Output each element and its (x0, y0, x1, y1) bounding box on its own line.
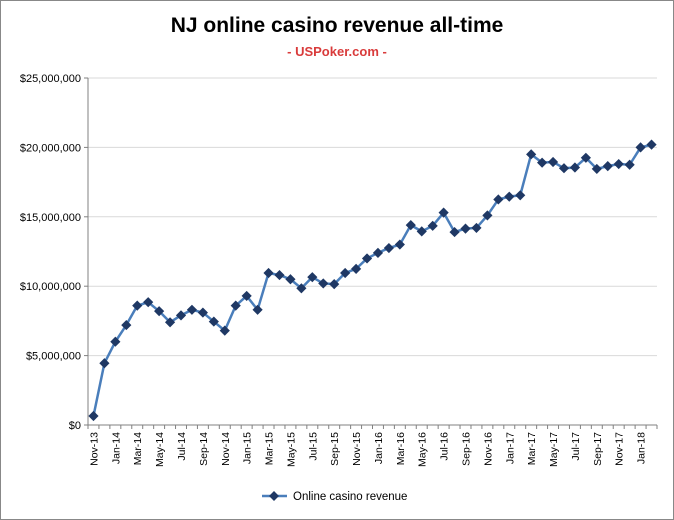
data-point (121, 319, 132, 331)
series-line (92, 143, 652, 417)
y-tick-label: $25,000,000 (20, 73, 81, 85)
y-tick-label: $0 (69, 420, 81, 432)
legend-label: Online casino revenue (293, 491, 407, 503)
x-tick-label: Nov-13 (88, 432, 100, 466)
y-tick-label: $20,000,000 (20, 142, 81, 154)
data-point (143, 297, 154, 308)
data-point (252, 304, 263, 315)
data-point (427, 220, 438, 231)
data-point (558, 163, 570, 174)
data-point (416, 226, 427, 237)
data-point (296, 283, 307, 294)
chart-subtitle: - USPoker.com - (287, 44, 387, 59)
x-axis-tick-labels: Nov-13 Jan-14 Mar-14 May-14 Jul-14 Sep-14 Nov-… (88, 432, 647, 467)
data-point (504, 191, 515, 202)
data-point (449, 226, 460, 238)
data-point (602, 161, 613, 172)
data-point (285, 274, 296, 285)
data-point (329, 279, 340, 290)
data-point (154, 306, 165, 317)
y-tick-label: $15,000,000 (20, 212, 81, 224)
axes (84, 77, 658, 429)
data-point (88, 410, 99, 422)
x-tick-label: Nov-15 (351, 432, 363, 466)
x-tick-label: May-16 (417, 432, 429, 467)
legend: Online casino revenue (262, 491, 407, 503)
x-tick-label: Jan-18 (636, 432, 648, 464)
data-point (635, 142, 646, 153)
data-point (274, 270, 285, 281)
x-tick-label: Mar-17 (526, 432, 538, 465)
x-tick-label: Jul-16 (439, 432, 451, 461)
x-tick-label: May-15 (285, 432, 297, 467)
data-point (132, 300, 143, 311)
y-tick-label: $5,000,000 (26, 351, 81, 363)
x-tick-label: Mar-15 (264, 432, 276, 465)
x-tick-label: Nov-17 (614, 432, 626, 466)
data-point (99, 358, 110, 369)
data-point (307, 272, 318, 283)
data-point (350, 263, 362, 274)
data-point (646, 139, 657, 150)
x-tick-label: Mar-14 (132, 432, 144, 465)
data-point (361, 253, 373, 264)
data-point (493, 194, 504, 205)
data-point (515, 190, 526, 201)
x-tick-label: Jan-15 (242, 432, 254, 464)
data-point (186, 304, 198, 315)
x-tick-label: Sep-17 (592, 432, 604, 466)
data-point (547, 156, 559, 168)
x-tick-label: May-14 (154, 432, 166, 467)
x-tick-label: May-17 (548, 432, 560, 467)
x-tick-label: Jan-14 (110, 432, 122, 464)
data-point (340, 267, 351, 279)
x-tick-label: Nov-16 (482, 432, 494, 466)
y-axis-tick-labels: $0 $5,000,000 $10,000,000 $15,000,000 $20,00… (20, 73, 81, 432)
data-point (372, 247, 384, 258)
data-point (394, 239, 405, 250)
x-tick-label: Nov-14 (220, 432, 232, 466)
gridlines (88, 77, 657, 357)
data-point (613, 158, 624, 170)
x-tick-label: Jan-16 (373, 432, 385, 464)
y-tick-label: $10,000,000 (20, 281, 81, 293)
x-tick-label: Jul-15 (307, 432, 319, 461)
x-tick-label: Jul-14 (176, 432, 188, 461)
data-point (460, 223, 471, 234)
series-group (88, 139, 657, 422)
x-tick-label: Sep-14 (198, 432, 210, 466)
data-point (263, 267, 274, 279)
x-tick-label: Sep-15 (329, 432, 341, 466)
legend-marker (269, 491, 279, 501)
x-tick-label: Mar-16 (395, 432, 407, 465)
data-point (241, 290, 252, 302)
data-point (318, 278, 329, 289)
chart-title: NJ online casino revenue all-time (170, 14, 504, 37)
x-tick-label: Jul-17 (570, 432, 582, 461)
data-point (405, 220, 416, 231)
data-point (383, 242, 395, 254)
data-point (164, 317, 176, 328)
x-tick-label: Jan-17 (504, 432, 516, 464)
data-point (230, 300, 241, 311)
x-tick-label: Sep-16 (461, 432, 473, 466)
